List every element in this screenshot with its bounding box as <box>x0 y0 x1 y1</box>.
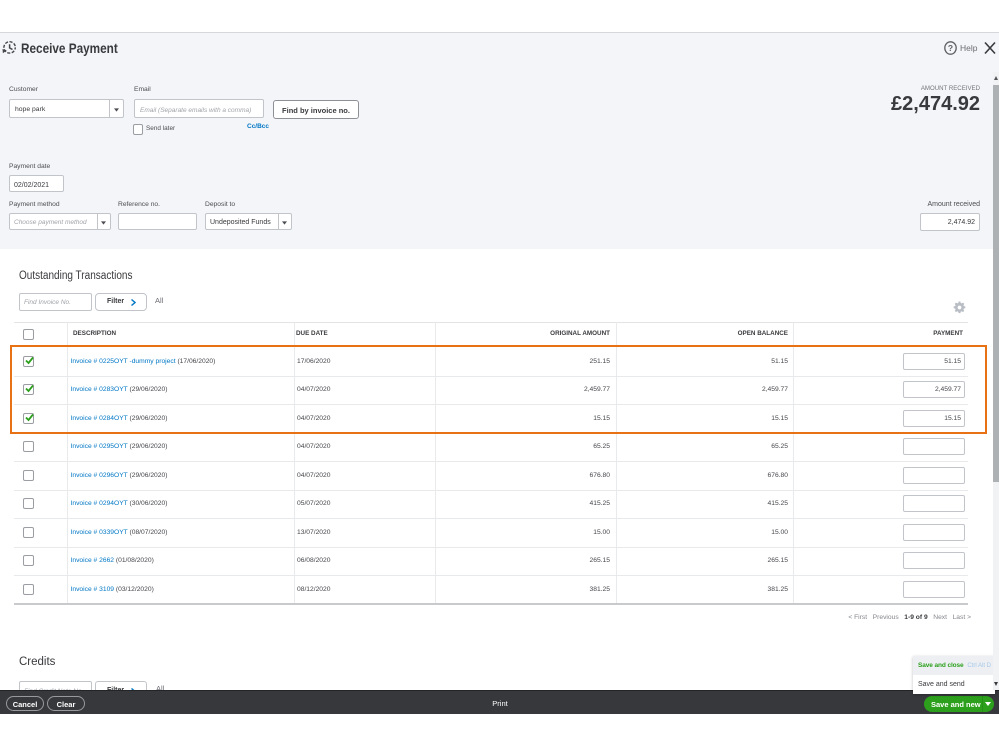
svg-text:?: ? <box>948 43 953 53</box>
